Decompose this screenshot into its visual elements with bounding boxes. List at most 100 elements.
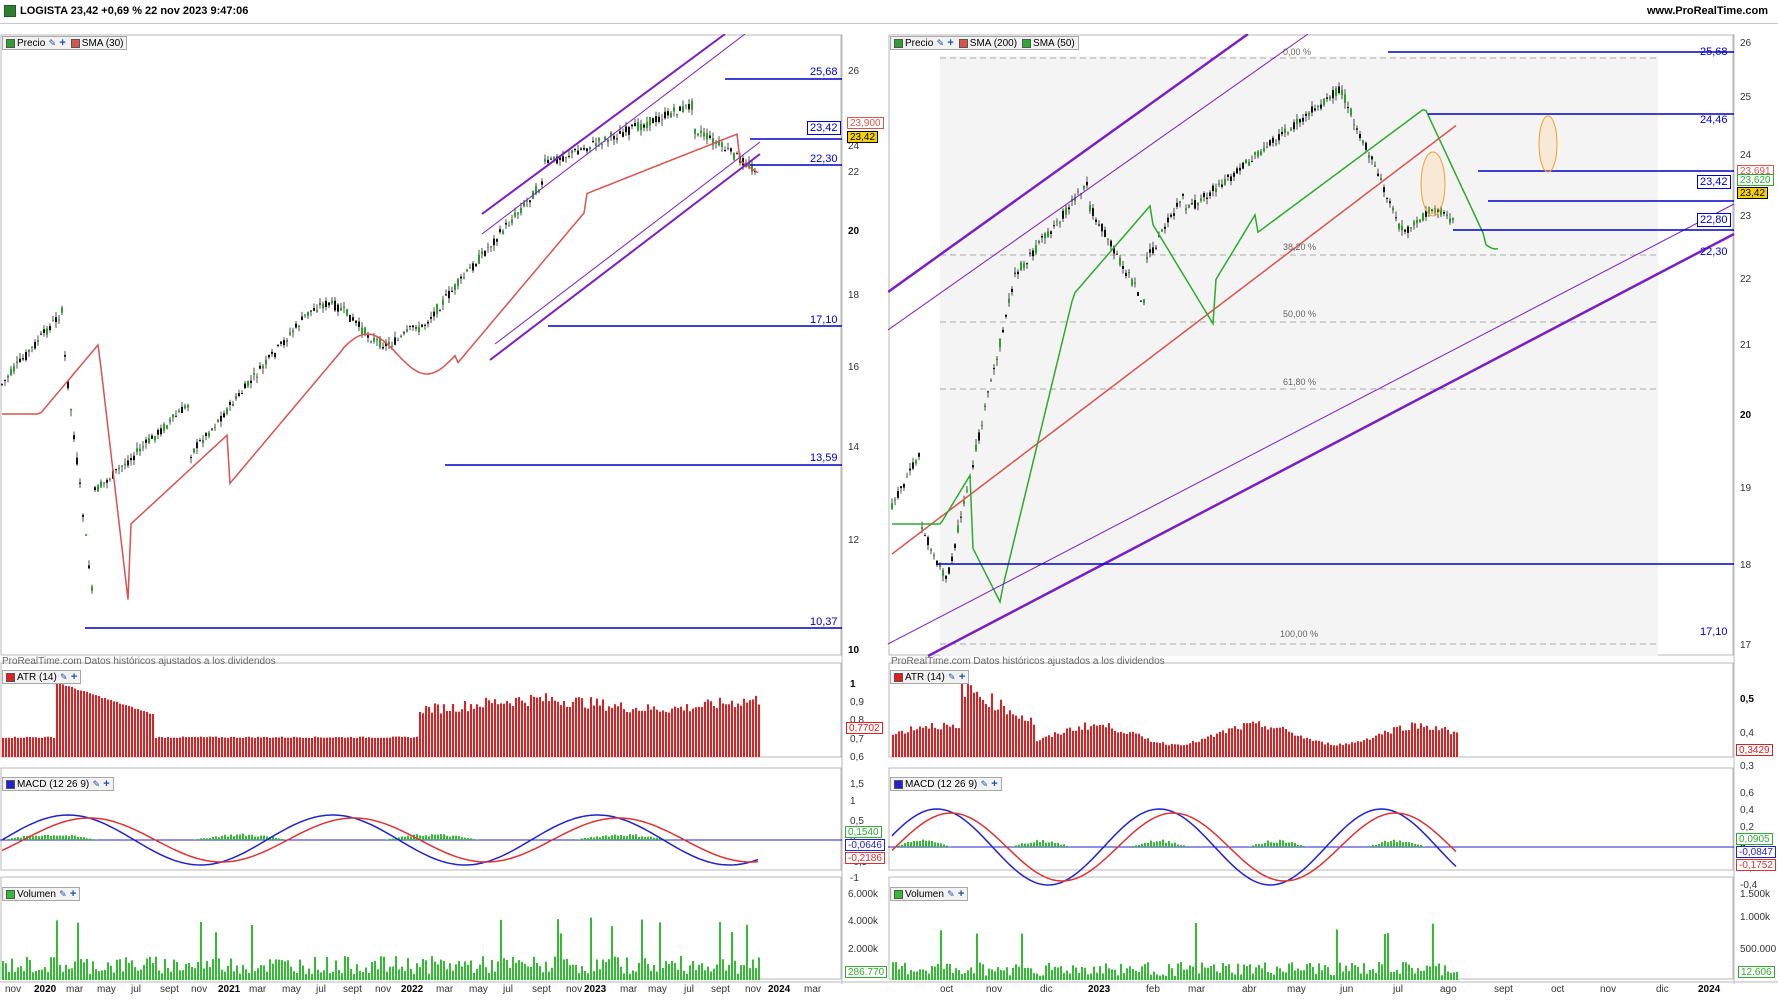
volume-bar (632, 970, 634, 980)
date-tick: ago (1440, 984, 1457, 995)
price-candle (10, 369, 12, 375)
volume-bar (976, 933, 978, 980)
right-atr-legend[interactable]: ATR (14) ✎ + (890, 670, 970, 684)
left-chart-canvas[interactable] (0, 34, 888, 984)
price-candle (1083, 185, 1085, 189)
atr-bar (269, 737, 271, 757)
left-volume-legend[interactable]: Volumen ✎ + (2, 887, 81, 901)
volume-bar (557, 919, 559, 980)
volume-bar (1384, 933, 1386, 980)
price-candle (978, 432, 980, 441)
add-indicator-icon[interactable]: + (991, 778, 998, 790)
wrench-icon[interactable]: ✎ (59, 889, 67, 899)
atr-bar (1117, 732, 1119, 757)
add-indicator-icon[interactable]: + (59, 37, 66, 49)
macd-hist-bar (1012, 846, 1014, 847)
atr-bar (629, 712, 631, 757)
macd-hist-bar (419, 835, 421, 840)
wrench-icon[interactable]: ✎ (936, 38, 945, 48)
atr-bar (368, 737, 370, 757)
level-label: 22,30 (810, 153, 838, 165)
macd-hist-bar (68, 836, 70, 840)
price-candle (121, 465, 123, 467)
add-indicator-icon[interactable]: + (958, 671, 966, 683)
add-indicator-icon[interactable]: + (103, 778, 110, 790)
price-candle (70, 409, 72, 411)
price-candle (424, 324, 426, 326)
atr-bar (17, 737, 19, 757)
atr-bar (1381, 734, 1383, 757)
atr-bar (952, 724, 954, 757)
left-atr-legend[interactable]: ATR (14) ✎ + (2, 670, 82, 684)
atr-bar (1285, 728, 1287, 757)
atr-bar (71, 686, 73, 757)
price-candle (388, 341, 390, 345)
price-candle (283, 340, 285, 346)
atr-bar (746, 702, 748, 757)
volume-bar (491, 960, 493, 980)
right-chart-canvas[interactable] (888, 34, 1778, 984)
left-chart-window[interactable] (0, 34, 888, 984)
atr-bar (419, 711, 421, 757)
wrench-icon[interactable]: ✎ (947, 889, 955, 899)
atr-bar (1366, 738, 1368, 757)
wrench-icon[interactable]: ✎ (92, 779, 101, 789)
price-candle (400, 335, 402, 337)
volume-bar (464, 961, 466, 980)
date-tick: mar (436, 984, 454, 995)
macd-hist-bar (71, 834, 73, 840)
wrench-icon[interactable]: ✎ (980, 779, 989, 789)
macd-hist-bar (1255, 844, 1257, 847)
left-macd-legend[interactable]: MACD (12 26 9) ✎ + (2, 777, 114, 791)
atr-bar (1408, 730, 1410, 757)
atr-bar (167, 737, 169, 757)
add-indicator-icon[interactable]: + (947, 37, 954, 49)
price-candle (697, 133, 699, 136)
add-indicator-icon[interactable]: + (957, 888, 965, 900)
atr-bar (230, 736, 232, 757)
right-chart-window[interactable] (888, 34, 1778, 984)
price-candle (963, 500, 965, 504)
price-candle (927, 537, 929, 546)
price-candle (1311, 106, 1313, 113)
volume-bar (179, 970, 181, 980)
atr-bar (1171, 743, 1173, 757)
left-price-legend[interactable]: Precio ✎ + SMA (30) (2, 36, 128, 50)
price-candle (415, 327, 417, 329)
price-candle (214, 426, 216, 428)
wrench-icon[interactable]: ✎ (948, 672, 956, 682)
macd-hist-bar (281, 838, 283, 840)
price-candle (1134, 282, 1136, 284)
price-candle (646, 122, 648, 128)
macd-hist-bar (1021, 843, 1023, 847)
wrench-icon[interactable]: ✎ (60, 672, 68, 682)
price-candle (580, 148, 582, 150)
volume-bar (1285, 972, 1287, 980)
atr-bar (77, 690, 79, 757)
right-volume-legend[interactable]: Volumen ✎ + (890, 887, 969, 901)
volume-bar (1126, 968, 1128, 980)
right-macd-legend[interactable]: MACD (12 26 9) ✎ + (890, 777, 1002, 791)
volume-bar (904, 962, 906, 980)
wrench-icon[interactable]: ✎ (48, 38, 57, 48)
atr-bar (994, 710, 996, 757)
atr-bar (925, 726, 927, 757)
price-candle (361, 327, 363, 334)
volume-bar (710, 971, 712, 980)
volume-bar (257, 968, 259, 980)
add-indicator-icon[interactable]: + (70, 671, 78, 683)
price-candle (337, 304, 339, 312)
date-tick: jul (316, 984, 327, 995)
macd-line-tag: -0,0646 (845, 839, 885, 851)
atr-bar (1303, 738, 1305, 757)
right-price-legend[interactable]: Precio ✎ + SMA (200) SMA (50) (890, 36, 1079, 50)
brand-link[interactable]: www.ProRealTime.com (1646, 5, 1768, 17)
add-indicator-icon[interactable]: + (69, 888, 77, 900)
macd-hist-bar (910, 842, 912, 847)
price-candle (1350, 108, 1352, 116)
volume-bar (1456, 971, 1458, 980)
atr-bar (305, 737, 307, 757)
volume-bar (239, 973, 241, 980)
atr-bar (1426, 725, 1428, 757)
atr-bar (407, 736, 409, 757)
